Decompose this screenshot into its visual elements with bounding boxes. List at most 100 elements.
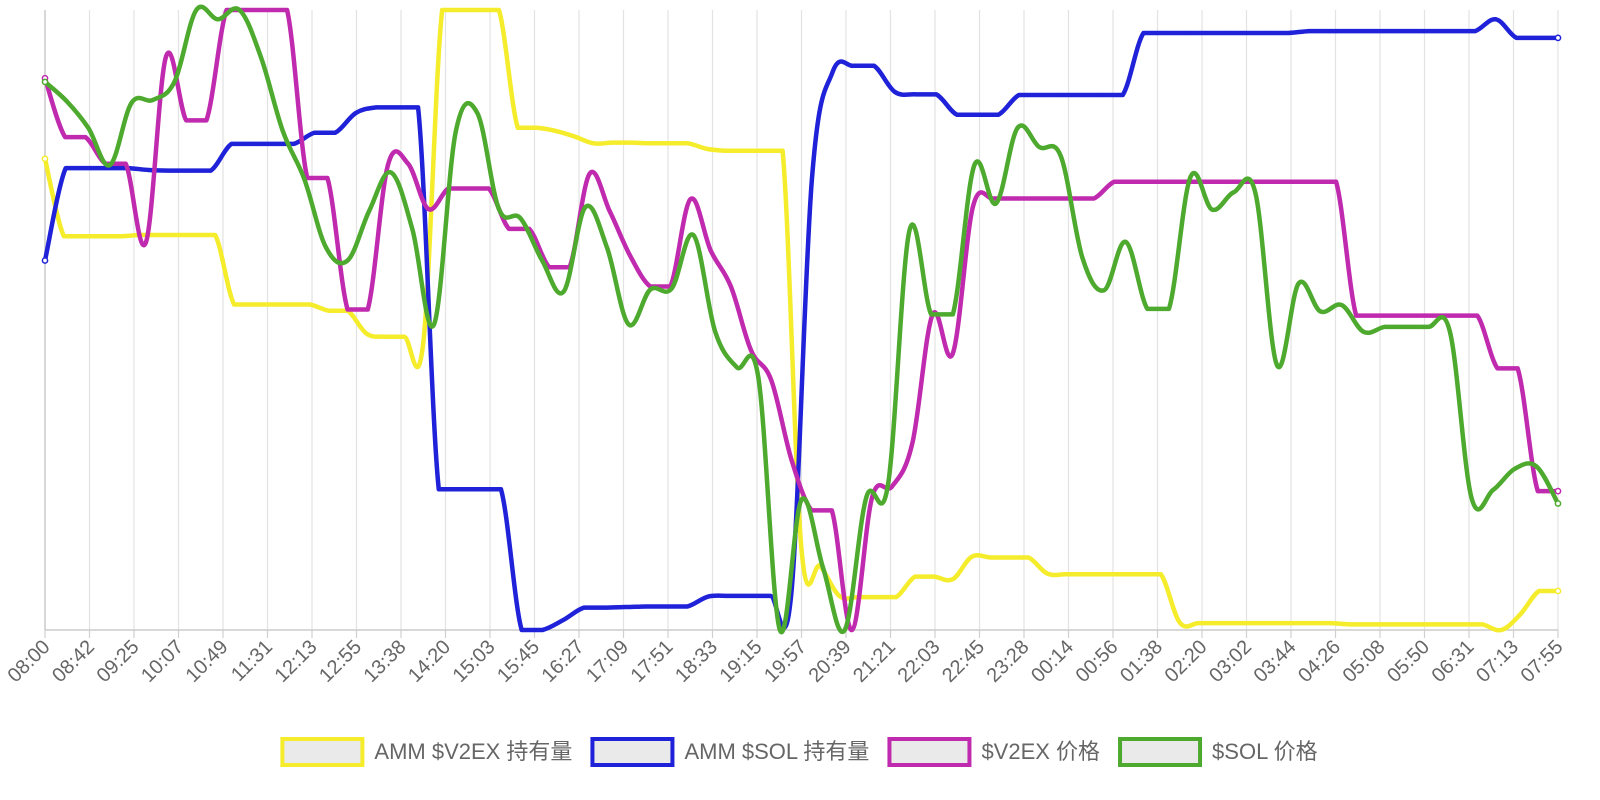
data-point	[534, 125, 539, 130]
x-tick-label: 19:57	[760, 636, 811, 687]
data-point	[259, 55, 264, 60]
data-point	[629, 140, 634, 145]
data-point	[1339, 303, 1344, 308]
data-point	[842, 628, 847, 633]
legend-label: AMM $V2EX 持有量	[374, 739, 572, 764]
legend-item-3[interactable]: $SOL 价格	[1118, 737, 1318, 767]
data-point	[288, 302, 293, 307]
data-point	[929, 312, 934, 317]
data-point	[486, 186, 491, 191]
data-point	[954, 112, 959, 117]
data-point	[1291, 621, 1296, 626]
data-point	[972, 162, 977, 167]
data-point	[1469, 495, 1474, 500]
data-point	[1431, 29, 1436, 34]
x-tick-label: 21:21	[849, 636, 900, 687]
data-point	[498, 487, 503, 492]
data-point	[175, 233, 180, 238]
x-tick-label: 02:20	[1161, 636, 1212, 687]
data-point	[1473, 29, 1478, 34]
data-point	[406, 161, 411, 166]
x-tick-label: 22:45	[938, 636, 989, 687]
legend-swatch	[590, 737, 675, 767]
data-point	[648, 141, 653, 146]
data-point	[934, 92, 939, 97]
data-point	[1045, 571, 1050, 576]
data-point	[250, 141, 255, 146]
data-point	[1182, 30, 1187, 35]
data-point	[1410, 29, 1415, 34]
data-point	[61, 234, 66, 239]
data-point	[280, 128, 285, 133]
legend-swatch	[887, 737, 972, 767]
data-point	[167, 168, 172, 173]
x-tick-label: 13:38	[360, 636, 411, 687]
data-point	[194, 233, 199, 238]
data-point	[1515, 366, 1520, 371]
data-point	[1499, 628, 1504, 633]
data-point	[581, 605, 586, 610]
data-point	[264, 7, 269, 12]
data-point	[1158, 572, 1163, 577]
data-point	[99, 234, 104, 239]
data-point	[63, 166, 68, 171]
data-point	[1554, 500, 1562, 507]
data-point	[572, 134, 577, 139]
data-point	[1535, 489, 1540, 494]
x-tick-label: 00:56	[1072, 636, 1123, 687]
data-point	[602, 605, 607, 610]
data-point	[667, 141, 672, 146]
data-point	[713, 329, 718, 334]
data-point	[768, 593, 773, 598]
data-point	[146, 167, 151, 172]
data-point	[1475, 313, 1480, 318]
data-point	[1172, 179, 1177, 184]
data-point	[1145, 306, 1150, 311]
data-point	[809, 177, 814, 182]
data-point	[837, 593, 842, 598]
data-point	[388, 170, 393, 175]
data-point	[950, 577, 955, 582]
data-point	[213, 233, 218, 238]
data-point	[365, 307, 370, 312]
legend-item-1[interactable]: AMM $SOL 持有量	[590, 737, 869, 767]
data-point	[623, 605, 628, 610]
legend-item-0[interactable]: AMM $V2EX 持有量	[280, 737, 572, 767]
data-point	[931, 574, 936, 579]
data-point	[604, 245, 609, 250]
data-point	[749, 348, 754, 353]
data-point	[118, 234, 123, 239]
data-point	[1102, 572, 1107, 577]
x-tick-label: 17:51	[627, 636, 678, 687]
data-point	[1318, 309, 1323, 314]
data-point	[583, 205, 588, 210]
data-point	[1051, 196, 1056, 201]
x-tick-label: 19:15	[716, 636, 767, 687]
data-point	[1234, 621, 1239, 626]
data-point	[1286, 30, 1291, 35]
data-point	[1461, 622, 1466, 627]
data-point	[83, 135, 88, 140]
data-point	[269, 302, 274, 307]
data-point	[894, 595, 899, 600]
data-point	[907, 228, 912, 233]
data-point	[561, 289, 566, 294]
x-tick-label: 03:02	[1205, 636, 1256, 687]
data-point	[1442, 622, 1447, 627]
x-tick-label: 11:31	[227, 636, 277, 686]
data-point	[204, 118, 209, 123]
data-point	[1334, 179, 1339, 184]
data-point	[994, 201, 999, 206]
series-2	[41, 7, 1562, 633]
legend-item-2[interactable]: $V2EX 价格	[887, 737, 1100, 767]
data-point	[849, 628, 854, 633]
x-tick-label: 05:50	[1383, 636, 1434, 687]
data-point	[172, 79, 177, 84]
data-point	[950, 351, 955, 356]
legend-swatch	[1118, 737, 1203, 767]
data-point	[789, 457, 794, 462]
data-point	[1512, 466, 1517, 471]
data-point	[1152, 179, 1157, 184]
data-point	[723, 148, 728, 153]
